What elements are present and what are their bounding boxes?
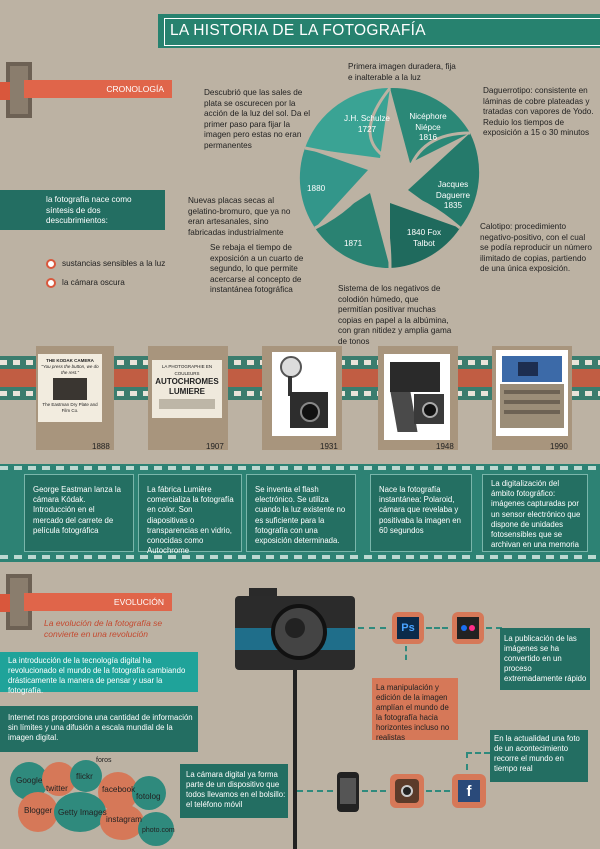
instagram-icon bbox=[390, 774, 424, 808]
p2-box bbox=[0, 706, 198, 752]
timeline-text-box: La fábrica Lumière comercializa la fotog… bbox=[138, 474, 242, 555]
note-schulze: Descubrió que las sales de plata se oscu… bbox=[204, 88, 311, 150]
dashed-arrow bbox=[362, 790, 386, 792]
digital-camera-photo bbox=[496, 350, 568, 436]
year-1871: 1871 bbox=[344, 239, 363, 248]
note-talbot: Calotipo: procedimiento negativo-positiv… bbox=[480, 222, 592, 274]
film-roll-icon bbox=[0, 574, 50, 630]
p2-text: Internet nos proporciona una cantidad de… bbox=[8, 713, 193, 742]
note-1871: Sistema de los negativos de colodión húm… bbox=[338, 284, 452, 346]
stand-pole bbox=[293, 670, 297, 849]
timeline-text-box: George Eastman lanza la cámara Kódak. In… bbox=[24, 474, 134, 552]
bubble-label: instagram bbox=[106, 815, 142, 824]
note-niepce: Primera imagen duradera, fija e inaltera… bbox=[348, 62, 456, 82]
dashed-arrow bbox=[486, 627, 502, 629]
bubble-label: fotolog bbox=[136, 792, 161, 801]
bubble-label: twitter bbox=[46, 784, 68, 793]
bubble bbox=[138, 812, 174, 846]
dashed-arrow bbox=[466, 752, 490, 754]
evolucion-label: EVOLUCIÓN bbox=[24, 593, 172, 611]
photoshop-icon: Ps bbox=[392, 612, 424, 644]
intro-text: la fotografía nace como síntesis de dos … bbox=[46, 195, 132, 226]
flickr-icon bbox=[452, 612, 484, 644]
now-box bbox=[490, 730, 588, 782]
bubble bbox=[70, 760, 102, 792]
lumiere-poster: LA PHOTOGRAPHIE EN COULEURS AUTOCHROMES … bbox=[152, 360, 222, 418]
bubble-label: Getty Images bbox=[58, 808, 107, 817]
timeline-year: 1907 bbox=[206, 442, 224, 451]
timeline-text-box: La digitalización del ámbito fotográfico… bbox=[482, 474, 588, 552]
note-1880b: Se rebaja el tiempo de exposición a un c… bbox=[210, 243, 304, 295]
p1-text: La introducción de la tecnología digital… bbox=[8, 656, 186, 695]
dashed-arrow bbox=[297, 790, 333, 792]
bullet-1: sustancias sensibles a la luz bbox=[62, 259, 166, 268]
bubble-label: facebook bbox=[102, 785, 136, 794]
dashed-arrow bbox=[358, 627, 386, 629]
camera-caption-text: La cámara digital ya forma parte de un d… bbox=[186, 770, 286, 809]
year-niepce: Nicéphore Niépce 1816 bbox=[409, 112, 447, 143]
edit-text: La manipulación y edición de la imagen a… bbox=[376, 683, 450, 742]
timeline-year: 1990 bbox=[550, 442, 568, 451]
bubble bbox=[132, 776, 166, 810]
year-schulze: J.H. Schulze 1727 bbox=[344, 114, 390, 134]
dashed-arrow-up bbox=[466, 752, 468, 770]
dashed-arrow bbox=[426, 627, 448, 629]
note-daguerre: Daguerrotipo: consistente en láminas de … bbox=[483, 86, 594, 138]
timeline-text-box: Se inventa el flash electrónico. Se util… bbox=[246, 474, 356, 552]
bullet-icon bbox=[46, 278, 56, 288]
bubble bbox=[100, 804, 144, 840]
bubble-label: Google bbox=[16, 776, 43, 785]
title-bar: LA HISTORIA DE LA FOTOGRAFÍA bbox=[158, 14, 600, 48]
edit-box bbox=[372, 678, 458, 740]
timeline-year: 1948 bbox=[436, 442, 454, 451]
year-1880: 1880 bbox=[307, 184, 326, 193]
note-1880a: Nuevas placas secas al gelatino-bromuro,… bbox=[188, 196, 291, 237]
phone-icon bbox=[337, 772, 359, 812]
intro-box bbox=[0, 190, 165, 230]
bubble-label: foros bbox=[96, 757, 112, 764]
year-daguerre: Jacques Daguerre 1835 bbox=[435, 180, 471, 211]
publish-text: La publicación de las imágenes se ha con… bbox=[504, 634, 587, 683]
bubble bbox=[54, 792, 106, 832]
bullet-2: la cámara oscura bbox=[62, 278, 125, 287]
cronologia-label: CRONOLOGÍA bbox=[24, 80, 172, 98]
p1-box bbox=[0, 652, 198, 692]
dashed-arrow-down bbox=[405, 646, 407, 660]
camera-caption-box bbox=[180, 764, 288, 818]
bubble-label: flickr bbox=[76, 772, 93, 781]
bubble-label: Blogger bbox=[24, 806, 53, 815]
bubble-label: photo.com bbox=[142, 827, 175, 834]
bubble bbox=[18, 792, 58, 832]
kodak-poster: THE KODAK CAMERA "You press the button, … bbox=[38, 354, 102, 422]
timeline-year: 1888 bbox=[92, 442, 110, 451]
publish-box bbox=[500, 628, 590, 690]
year-talbot: 1840 Fox Talbot bbox=[406, 228, 442, 248]
timeline-text-box: Nace la fotografía instantánea: Polaroid… bbox=[370, 474, 472, 552]
evolucion-subtitle: La evolución de la fotografía se convier… bbox=[44, 618, 163, 639]
dashed-arrow bbox=[426, 790, 450, 792]
bullet-icon bbox=[46, 259, 56, 269]
flash-camera-photo bbox=[272, 352, 336, 436]
camera-icon bbox=[235, 588, 355, 670]
polaroid-camera-photo bbox=[384, 354, 450, 440]
page-title: LA HISTORIA DE LA FOTOGRAFÍA bbox=[170, 22, 426, 39]
aperture-diagram bbox=[299, 87, 480, 269]
facebook-icon: f bbox=[452, 774, 486, 808]
now-text: En la actualidad una foto de un aconteci… bbox=[494, 734, 580, 773]
timeline-year: 1931 bbox=[320, 442, 338, 451]
